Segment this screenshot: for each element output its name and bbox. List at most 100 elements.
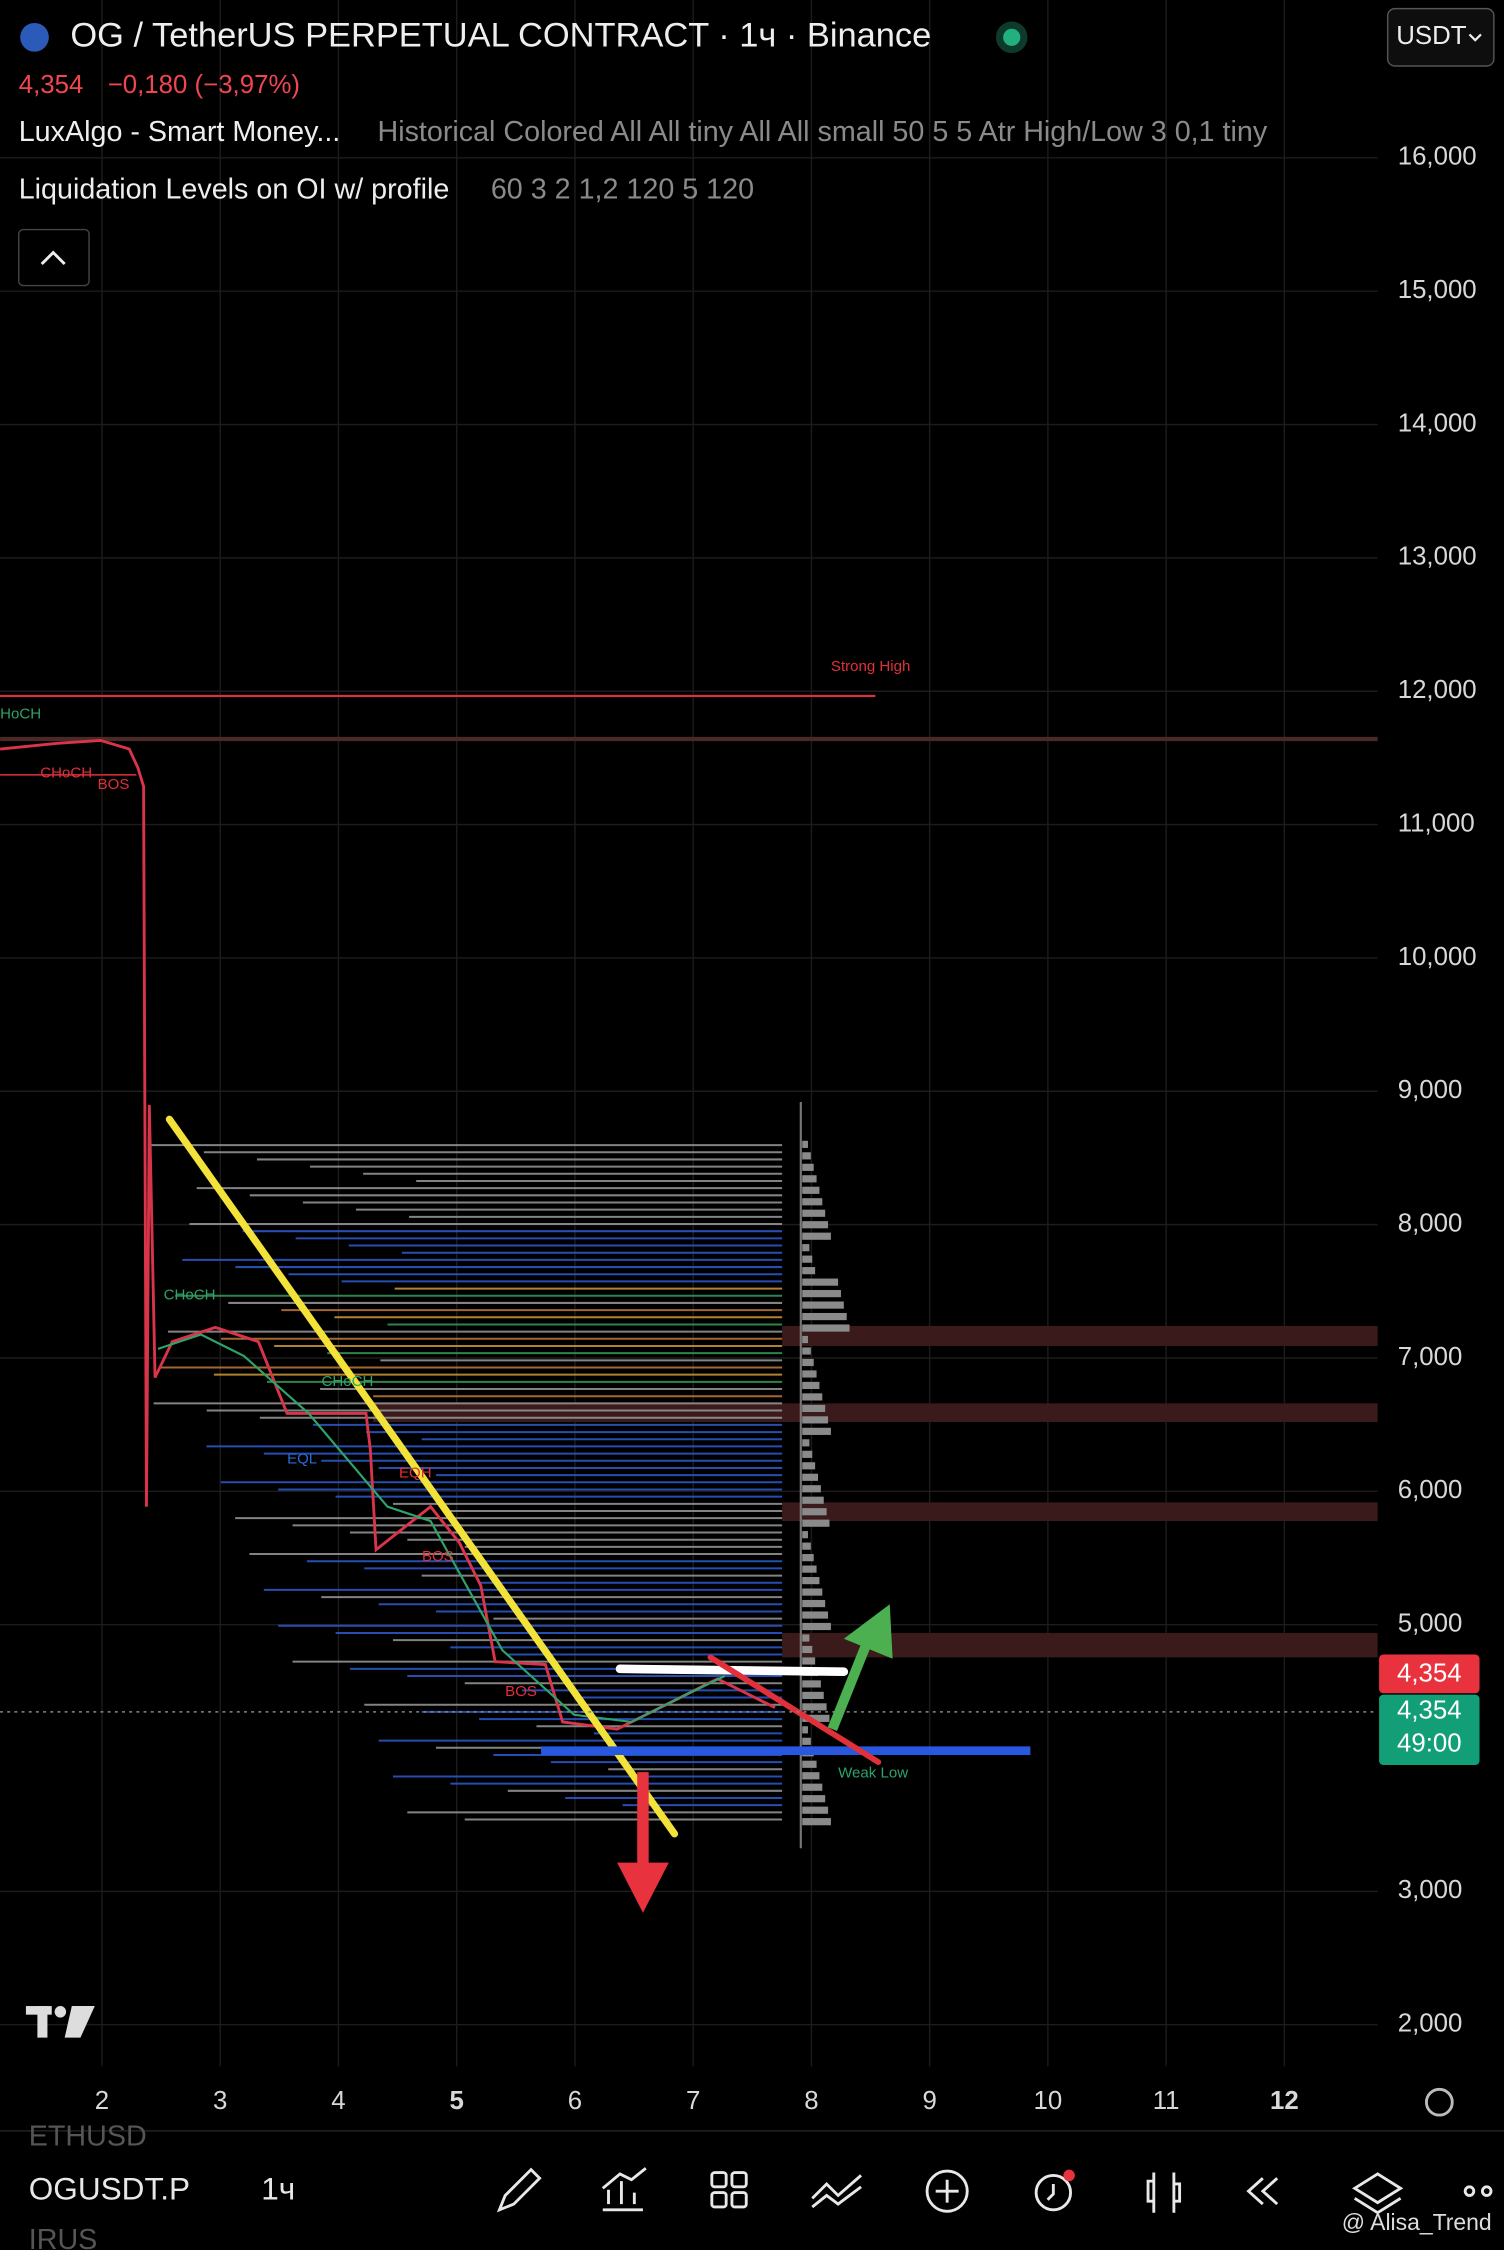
alert-icon[interactable]	[1034, 2173, 1072, 2212]
profile-bar	[802, 1634, 810, 1642]
chart-title: OG / TetherUS PERPETUAL CONTRACT · 1ч · …	[70, 16, 931, 54]
zone	[782, 1502, 1378, 1522]
collapse-button[interactable]	[18, 228, 90, 287]
profile-bar	[802, 1611, 829, 1619]
x-tick-label: 7	[686, 2087, 700, 2115]
layers-icon[interactable]	[1351, 2172, 1404, 2215]
price-line-up	[157, 1333, 726, 1724]
profile-bar	[802, 1588, 823, 1596]
zone	[782, 1325, 1378, 1346]
annotation: Strong High	[831, 658, 910, 675]
logo-part	[64, 2006, 95, 2038]
arrow-head	[843, 1604, 893, 1659]
y-tick-label: 15,000	[1398, 276, 1477, 304]
profile-bar	[802, 1290, 841, 1298]
x-tick-label: 5	[450, 2087, 464, 2115]
profile-bar	[802, 1198, 823, 1206]
annotation: BOS	[422, 1548, 454, 1565]
x-tick-label: 3	[213, 2087, 227, 2115]
watermark: @ Alisa_Trend	[1342, 2209, 1492, 2235]
zone	[373, 1403, 1378, 1423]
profile-bar	[802, 1554, 814, 1562]
chevron	[1468, 33, 1482, 42]
x-tick-label: 2	[95, 2087, 109, 2115]
y-tick-label: 2,000	[1398, 2010, 1463, 2038]
y-tick-label: 12,000	[1398, 676, 1477, 704]
annotation: CHoCH	[322, 1373, 374, 1390]
profile-bar	[802, 1232, 831, 1240]
profile-bar	[802, 1462, 816, 1470]
profile-bar	[802, 1439, 810, 1447]
logo-part	[54, 2006, 67, 2018]
profile-bar	[802, 1267, 816, 1275]
profile-bar	[802, 1163, 814, 1171]
y-tick-label: 5,000	[1398, 1609, 1463, 1637]
profile-bar	[802, 1221, 829, 1229]
x-tick-label: 6	[568, 2087, 582, 2115]
add-icon[interactable]	[925, 2169, 969, 2213]
profile-bar	[802, 1657, 816, 1665]
next-symbol[interactable]: IRUS	[29, 2224, 98, 2250]
profile-bar	[802, 1806, 829, 1814]
mark-price-box	[1379, 1694, 1480, 1765]
symbol[interactable]: OGUSDT.P	[29, 2171, 190, 2207]
indicators-icon[interactable]	[601, 2167, 647, 2212]
collapse-icon	[40, 250, 66, 266]
draw-icon[interactable]	[496, 2167, 542, 2213]
x-tick-label: 12	[1270, 2087, 1299, 2115]
icon-part	[710, 2191, 728, 2209]
add-icon-cross	[935, 2179, 959, 2203]
icon-part	[730, 2171, 748, 2189]
profile-bar	[802, 1565, 817, 1573]
annotation: Weak Low	[838, 1765, 908, 1782]
profile-bar	[802, 1645, 813, 1654]
up-arrow	[827, 1604, 893, 1731]
more-icon[interactable]	[1463, 2185, 1476, 2197]
profile-bar	[802, 1140, 808, 1148]
x-tick-label: 11	[1153, 2087, 1180, 2115]
indicator-name[interactable]: Liquidation Levels on OI w/ profile	[19, 173, 450, 205]
x-tick-label: 4	[331, 2087, 345, 2115]
annotation: BOS	[98, 776, 130, 793]
profile-bar	[802, 1209, 826, 1217]
indicator-name[interactable]: LuxAlgo - Smart Money...	[19, 116, 341, 148]
profile-bar	[802, 1370, 817, 1378]
profile-bar	[802, 1473, 819, 1481]
interval[interactable]: 1ч	[261, 2171, 295, 2207]
candles-icon[interactable]	[1146, 2172, 1182, 2213]
status-dot	[1003, 28, 1021, 46]
profile-bar	[802, 1703, 827, 1711]
profile-bar	[802, 1381, 820, 1390]
replay-icon[interactable]	[1246, 2177, 1279, 2206]
countdown: 49:00	[1397, 1730, 1462, 1758]
annotation: HoCH	[0, 706, 41, 723]
currency[interactable]: USDT	[1396, 22, 1466, 50]
currency-button[interactable]	[1386, 7, 1495, 67]
profile-bar	[802, 1358, 814, 1367]
profile-bar	[802, 1760, 817, 1768]
mark-price: 4,354	[1397, 1697, 1462, 1725]
profile-bar	[802, 1714, 830, 1722]
profile-bar	[802, 1737, 811, 1745]
trend-line	[165, 1115, 679, 1838]
profile-bar	[802, 1508, 827, 1516]
y-tick-label: 10,000	[1398, 943, 1477, 971]
profile-bar	[802, 1427, 831, 1435]
settings-icon[interactable]	[1424, 2087, 1454, 2117]
y-tick-label: 13,000	[1398, 543, 1477, 571]
y-tick-label: 16,000	[1398, 143, 1477, 171]
profile-bar	[802, 1680, 821, 1688]
more-icon[interactable]	[1480, 2185, 1493, 2197]
profile-bar	[802, 1175, 817, 1183]
x-tick-label: 10	[1034, 2087, 1063, 2115]
profile-bar	[802, 1186, 820, 1194]
compare-icon[interactable]	[811, 2174, 863, 2209]
profile-bar	[802, 1312, 847, 1321]
layout-icon[interactable]	[710, 2171, 748, 2209]
annotation: EQL	[287, 1450, 317, 1467]
down-arrow	[617, 1772, 669, 1913]
alert-hand	[1046, 2183, 1055, 2201]
y-tick-label: 9,000	[1398, 1076, 1463, 1104]
prev-symbol[interactable]: ETHUSD	[29, 2121, 147, 2153]
